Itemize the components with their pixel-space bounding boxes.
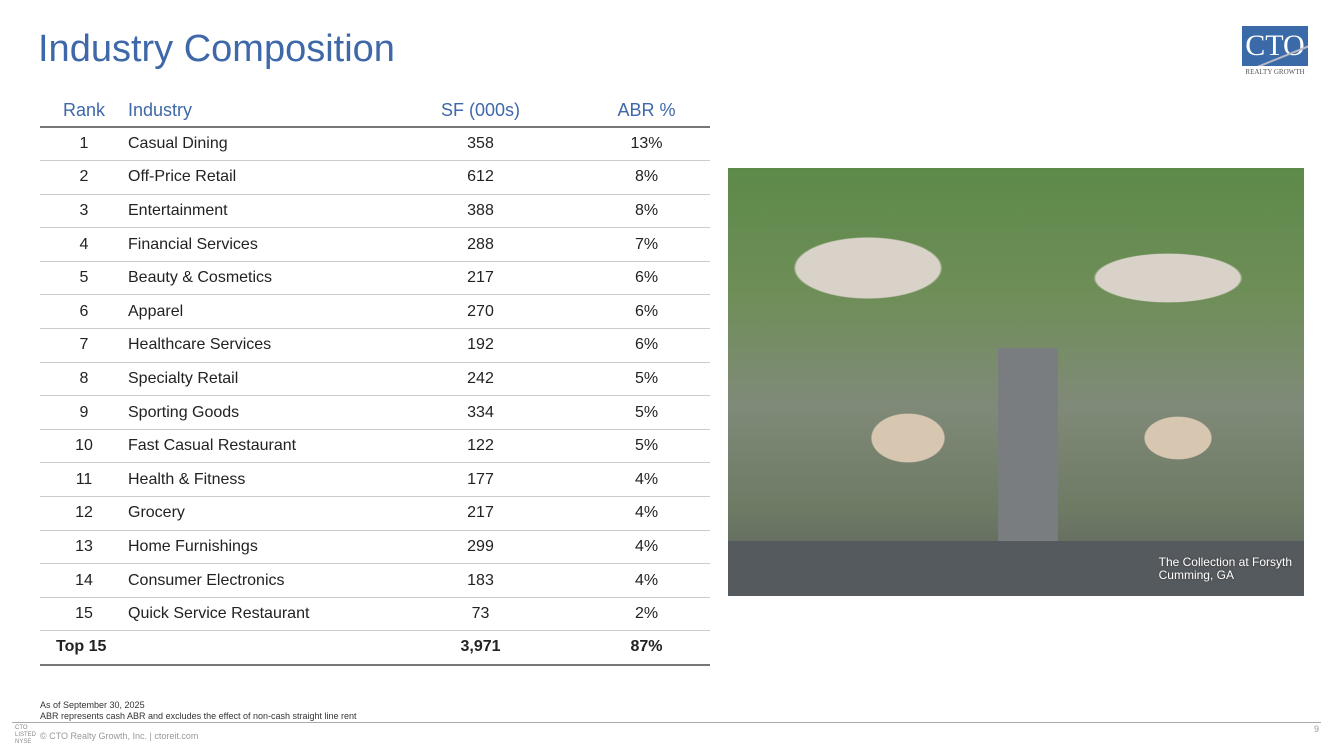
- total-abr: 87%: [583, 630, 710, 666]
- cell-abr: 5%: [583, 429, 710, 464]
- cell-sf: 288: [378, 227, 583, 262]
- cell-sf: 334: [378, 395, 583, 430]
- total-row: Top 15 3,971 87%: [40, 630, 710, 666]
- cell-abr: 4%: [583, 563, 710, 598]
- table-row: 5 Beauty & Cosmetics 217 6%: [40, 261, 710, 296]
- footnotes: As of September 30, 2025 ABR represents …: [40, 700, 357, 721]
- cell-sf: 73: [378, 597, 583, 632]
- cell-rank: 4: [40, 227, 128, 262]
- cell-rank: 14: [40, 563, 128, 598]
- photo-caption: The Collection at Forsyth Cumming, GA: [1158, 555, 1292, 582]
- table-row: 6 Apparel 270 6%: [40, 294, 710, 330]
- cell-abr: 8%: [583, 160, 710, 195]
- header-rank: Rank: [40, 94, 128, 128]
- cell-rank: 15: [40, 597, 128, 632]
- cell-industry: Specialty Retail: [128, 362, 378, 397]
- cell-abr: 6%: [583, 328, 710, 363]
- cell-industry: Sporting Goods: [128, 395, 378, 430]
- cell-sf: 183: [378, 563, 583, 598]
- cell-sf: 612: [378, 160, 583, 195]
- cell-sf: 388: [378, 194, 583, 229]
- cell-industry: Grocery: [128, 496, 378, 531]
- table-row: 11 Health & Fitness 177 4%: [40, 462, 710, 498]
- footer-copyright: © CTO Realty Growth, Inc. | ctoreit.com: [40, 731, 199, 741]
- header-abr: ABR %: [583, 94, 710, 128]
- total-label: Top 15: [40, 630, 378, 666]
- cell-abr: 6%: [583, 294, 710, 330]
- cell-abr: 13%: [583, 127, 710, 162]
- cell-abr: 4%: [583, 496, 710, 531]
- table-row: 14 Consumer Electronics 183 4%: [40, 563, 710, 598]
- page-number: 9: [1313, 724, 1319, 734]
- cell-industry: Consumer Electronics: [128, 563, 378, 598]
- cell-sf: 217: [378, 496, 583, 531]
- header-industry: Industry: [128, 94, 378, 128]
- table-row: 1 Casual Dining 358 13%: [40, 127, 710, 162]
- cell-industry: Beauty & Cosmetics: [128, 261, 378, 296]
- cell-sf: 217: [378, 261, 583, 296]
- cell-industry: Off-Price Retail: [128, 160, 378, 195]
- cell-sf: 122: [378, 429, 583, 464]
- cell-industry: Fast Casual Restaurant: [128, 429, 378, 464]
- property-photo: The Collection at Forsyth Cumming, GA: [728, 168, 1304, 596]
- cell-abr: 4%: [583, 530, 710, 565]
- cell-sf: 177: [378, 462, 583, 498]
- cell-industry: Quick Service Restaurant: [128, 597, 378, 632]
- cell-industry: Home Furnishings: [128, 530, 378, 565]
- cell-abr: 2%: [583, 597, 710, 632]
- cell-industry: Health & Fitness: [128, 462, 378, 498]
- cell-industry: Entertainment: [128, 194, 378, 229]
- table-row: 8 Specialty Retail 242 5%: [40, 362, 710, 397]
- header-sf: SF (000s): [378, 94, 583, 128]
- cell-rank: 2: [40, 160, 128, 195]
- total-sf: 3,971: [378, 630, 583, 666]
- cell-rank: 13: [40, 530, 128, 565]
- cell-sf: 192: [378, 328, 583, 363]
- cell-sf: 299: [378, 530, 583, 565]
- cell-rank: 7: [40, 328, 128, 363]
- table-row: 2 Off-Price Retail 612 8%: [40, 160, 710, 195]
- table-row: 15 Quick Service Restaurant 73 2%: [40, 597, 710, 632]
- table-row: 7 Healthcare Services 192 6%: [40, 328, 710, 363]
- cell-rank: 1: [40, 127, 128, 162]
- cell-sf: 242: [378, 362, 583, 397]
- cell-abr: 8%: [583, 194, 710, 229]
- cell-rank: 5: [40, 261, 128, 296]
- table-row: 12 Grocery 217 4%: [40, 496, 710, 531]
- table-row: 13 Home Furnishings 299 4%: [40, 530, 710, 565]
- cell-sf: 270: [378, 294, 583, 330]
- cell-abr: 6%: [583, 261, 710, 296]
- cell-industry: Apparel: [128, 294, 378, 330]
- table-row: 3 Entertainment 388 8%: [40, 194, 710, 229]
- cell-abr: 7%: [583, 227, 710, 262]
- cell-rank: 11: [40, 462, 128, 498]
- cell-abr: 5%: [583, 362, 710, 397]
- cell-industry: Financial Services: [128, 227, 378, 262]
- page-title: Industry Composition: [38, 28, 395, 70]
- table-row: 9 Sporting Goods 334 5%: [40, 395, 710, 430]
- cell-rank: 9: [40, 395, 128, 430]
- footer-divider: [12, 722, 1321, 723]
- cell-rank: 3: [40, 194, 128, 229]
- industry-table: Rank Industry SF (000s) ABR % 1 Casual Di…: [40, 94, 710, 666]
- cell-rank: 12: [40, 496, 128, 531]
- cell-industry: Casual Dining: [128, 127, 378, 162]
- table-row: 10 Fast Casual Restaurant 122 5%: [40, 429, 710, 464]
- cto-logo: CTO REALTY GROWTH: [1242, 26, 1308, 78]
- cell-rank: 6: [40, 294, 128, 330]
- nyse-listed-logo: CTO LISTED NYSE: [15, 725, 37, 745]
- cell-rank: 8: [40, 362, 128, 397]
- cell-sf: 358: [378, 127, 583, 162]
- cell-abr: 4%: [583, 462, 710, 498]
- cell-rank: 10: [40, 429, 128, 464]
- table-row: 4 Financial Services 288 7%: [40, 227, 710, 262]
- cell-abr: 5%: [583, 395, 710, 430]
- cell-industry: Healthcare Services: [128, 328, 378, 363]
